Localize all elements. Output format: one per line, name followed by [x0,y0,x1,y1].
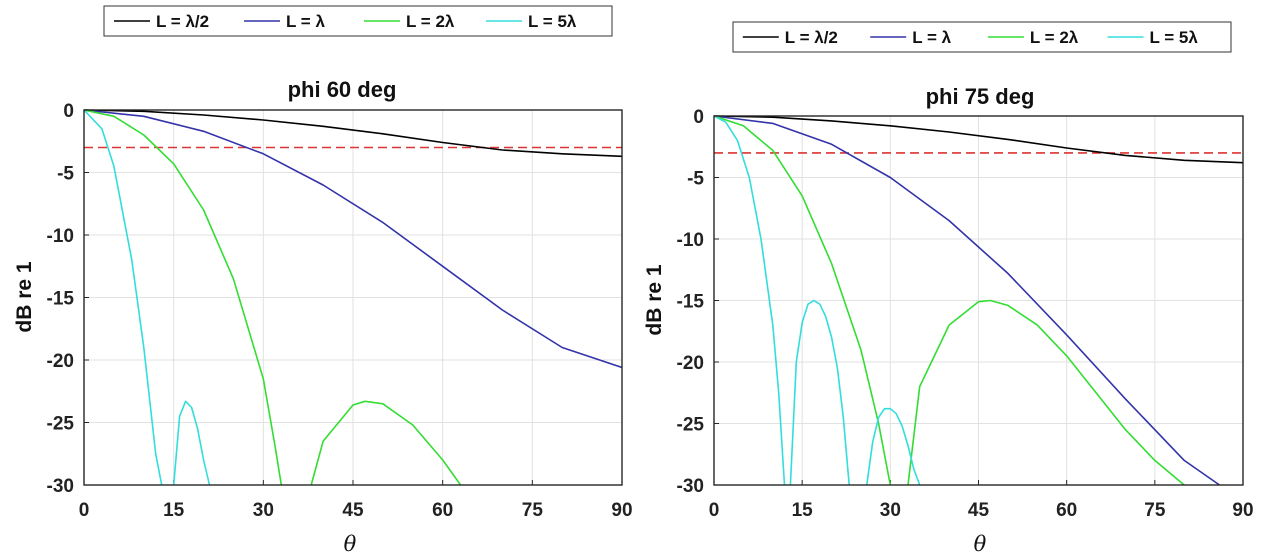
legend-label-3: L = 5λ [1149,28,1198,47]
y-tick-label: -5 [687,169,704,190]
axes-box [713,115,1244,486]
chart-title: phi 75 deg [926,84,1035,109]
legend-label-0: L = λ/2 [156,12,209,31]
x-tick-label: 60 [432,500,453,521]
legend-label-1: L = λ [286,12,325,31]
grid-lines [83,109,623,486]
legend: L = λ/2 L = λ L = 2λ L = 5λ [103,5,613,37]
legend-entries: L = λ/2 L = λ L = 2λ L = 5λ [742,28,1198,47]
x-tick-label: 0 [709,500,720,521]
series-line-2 [310,400,462,486]
x-tick-label: 45 [968,500,990,521]
y-tick-label: -5 [57,164,74,185]
legend-label-3: L = 5λ [528,12,577,31]
y-tick-label: -20 [47,351,74,372]
x-tick-label: 15 [792,500,814,521]
series-line-2 [907,299,1185,486]
x-tick-label: 30 [253,500,274,521]
series-line-3 [172,400,211,486]
y-tick-label: 0 [693,107,704,128]
y-tick-label: -10 [47,226,74,247]
series-line-3 [866,407,921,486]
y-tick-label: 0 [63,101,74,122]
series-line-3 [714,115,786,486]
x-axis-label: θ [344,532,357,556]
series-line-1 [714,115,1220,486]
series-line-1 [84,109,622,369]
legend-label-1: L = λ [912,28,951,47]
legend-box [103,5,613,37]
x-tick-labels: 0 15 30 45 60 75 90 [709,500,1254,521]
x-tick-label: 30 [880,500,901,521]
series-line-0 [84,109,622,158]
y-tick-label: -10 [677,230,704,251]
y-tick-label: -25 [47,414,75,435]
x-tick-label: 90 [1232,500,1253,521]
legend: L = λ/2 L = λ L = 2λ L = 5λ [732,21,1232,53]
y-axis-label: dB re 1 [643,264,666,336]
y-tick-label: -15 [677,292,705,313]
series-layer [714,115,1243,486]
y-tick-label: -30 [677,476,704,497]
x-tick-label: 90 [611,500,632,521]
y-axis-label: dB re 1 [13,261,36,333]
legend-label-2: L = 2λ [406,12,455,31]
series-line-3 [789,299,850,486]
x-tick-label: 75 [1144,500,1166,521]
series-layer [84,109,622,486]
y-tick-labels: 0 -5 -10 -15 -20 -25 -30 [677,107,705,497]
x-axis-label: θ [974,532,987,556]
chart-panel-right: 0 15 30 45 60 75 90 0 -5 -10 -15 -20 -25 -30 phi 75 … [643,21,1254,556]
chart-panel-left: 0 15 30 45 60 75 90 0 -5 -10 -15 -20 -25 -30 phi 60 … [13,5,633,556]
x-tick-label: 60 [1056,500,1077,521]
chart-title: phi 60 deg [288,77,397,102]
legend-label-2: L = 2λ [1030,28,1079,47]
series-line-2 [714,115,892,486]
axes-box [83,109,623,486]
y-tick-label: -25 [677,415,705,436]
x-tick-labels: 0 15 30 45 60 75 90 [79,500,633,521]
legend-box [732,21,1232,53]
x-tick-label: 75 [522,500,544,521]
x-tick-label: 15 [163,500,185,521]
series-line-3 [84,109,163,486]
x-tick-label: 45 [342,500,364,521]
y-tick-label: -20 [677,353,704,374]
x-tick-label: 0 [79,500,90,521]
legend-label-0: L = λ/2 [785,28,838,47]
y-tick-labels: 0 -5 -10 -15 -20 -25 -30 [47,101,75,497]
legend-entries: L = λ/2 L = λ L = 2λ L = 5λ [114,12,577,31]
series-line-2 [84,109,283,486]
series-line-0 [714,115,1243,164]
y-tick-label: -15 [47,289,75,310]
y-tick-label: -30 [47,476,74,497]
